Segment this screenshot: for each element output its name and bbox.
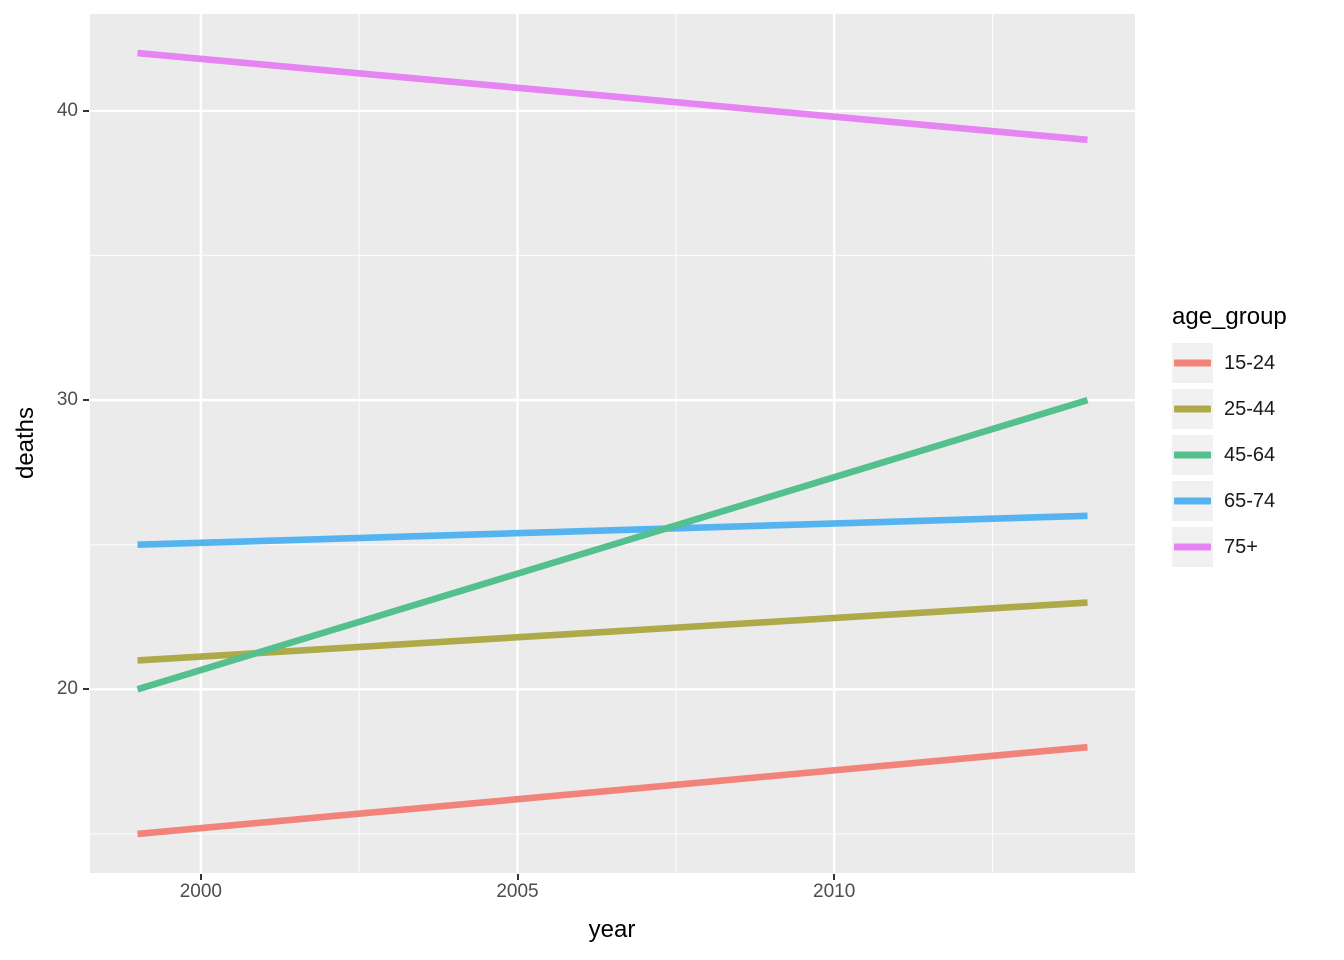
series-line-15-24 <box>137 743 1088 838</box>
y-tick-mark <box>83 688 89 691</box>
legend-item-65-74: 65-74 <box>1172 478 1287 524</box>
legend-key-line-icon <box>1174 543 1211 551</box>
x-tick-label: 2005 <box>496 881 539 902</box>
y-tick-mark <box>83 399 89 402</box>
legend-item-15-24: 15-24 <box>1172 340 1287 386</box>
legend-item-label: 15-24 <box>1224 351 1276 374</box>
x-axis-title: year <box>588 916 636 943</box>
legend-item-label: 65-74 <box>1224 489 1276 512</box>
legend-key-line-icon <box>1174 405 1211 413</box>
x-tick-label: 2000 <box>179 881 222 902</box>
x-tick-mark <box>199 874 202 880</box>
legend-title: age_group <box>1172 303 1287 330</box>
legend-item-label: 75+ <box>1224 535 1258 558</box>
x-tick-mark <box>516 874 519 880</box>
plot-panel <box>90 14 1135 873</box>
legend-key <box>1172 343 1213 383</box>
legend-item-25-44: 25-44 <box>1172 386 1287 432</box>
legend-key <box>1172 389 1213 429</box>
legend-item-75+: 75+ <box>1172 524 1287 570</box>
legend-key-line-icon <box>1174 359 1211 367</box>
x-tick-mark <box>833 874 836 880</box>
legend-key-line-icon <box>1174 451 1211 459</box>
series-line-25-44 <box>137 599 1088 664</box>
plot-canvas <box>90 14 1135 873</box>
legend-key-line-icon <box>1174 497 1211 505</box>
legend-item-label: 25-44 <box>1224 397 1276 420</box>
legend-key <box>1172 481 1213 521</box>
y-tick-label: 20 <box>56 678 78 700</box>
legend-item-45-64: 45-64 <box>1172 432 1287 478</box>
series-line-65-74 <box>137 512 1088 549</box>
y-tick-label: 30 <box>56 389 78 411</box>
legend-item-label: 45-64 <box>1224 443 1276 466</box>
series-line-45-64 <box>136 396 1089 693</box>
legend-items: 15-24 25-44 45-64 65-74 75+ <box>1172 340 1287 570</box>
y-tick-label: 40 <box>56 99 78 121</box>
legend-key <box>1172 435 1213 475</box>
y-axis-title: deaths <box>12 406 39 480</box>
legend-key <box>1172 527 1213 567</box>
series-line-75+ <box>137 49 1088 144</box>
legend: age_group 15-24 25-44 45-64 65-74 75+ <box>1172 303 1287 570</box>
x-tick-label: 2010 <box>813 881 856 902</box>
y-tick-mark <box>83 109 89 112</box>
